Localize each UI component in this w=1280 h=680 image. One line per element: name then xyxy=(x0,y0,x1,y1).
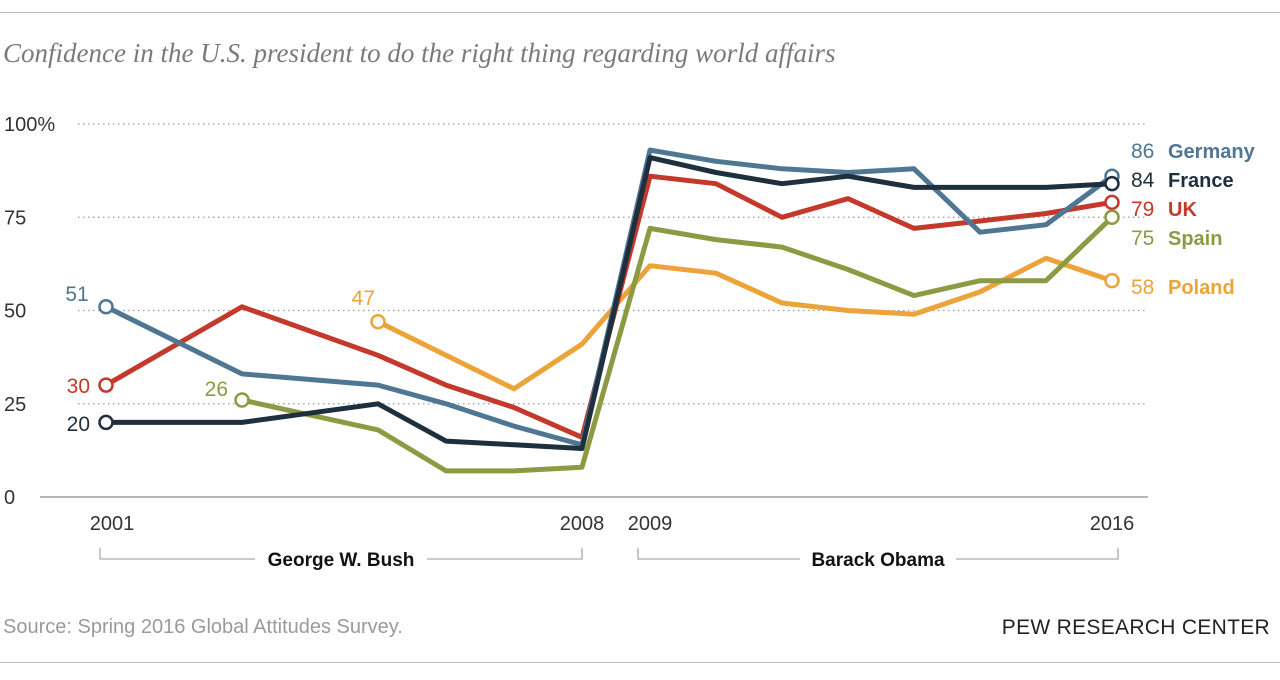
start-value-label: 51 xyxy=(65,283,88,306)
end-marker-spain xyxy=(1104,209,1120,225)
bracket-right xyxy=(956,548,1119,560)
bracket-left xyxy=(637,548,800,560)
y-tick-label: 50 xyxy=(4,301,26,323)
end-value-label: 75 xyxy=(1131,227,1154,250)
start-marker-germany xyxy=(98,299,114,315)
top-rule xyxy=(0,12,1280,13)
start-value-label: 26 xyxy=(205,378,228,401)
y-tick-label: 100% xyxy=(4,114,55,136)
start-value-label: 47 xyxy=(352,287,375,310)
end-marker-poland xyxy=(1104,272,1120,289)
period-label: Barack Obama xyxy=(811,550,945,571)
bracket-left xyxy=(99,548,255,560)
bottom-rule xyxy=(0,662,1280,663)
period-label: George W. Bush xyxy=(268,550,415,571)
series-line-poland xyxy=(375,255,1115,392)
series-name-label: France xyxy=(1168,170,1234,192)
y-tick-label: 0 xyxy=(4,487,15,509)
end-marker-uk xyxy=(1104,194,1120,211)
period-bracket: Barack Obama xyxy=(637,548,1119,571)
brand-label: PEW RESEARCH CENTER xyxy=(1001,616,1270,639)
period-bracket: George W. Bush xyxy=(99,548,583,571)
series-name-label: Spain xyxy=(1168,228,1222,250)
series-name-label: UK xyxy=(1168,199,1197,221)
x-tick-label: 2001 xyxy=(90,513,135,535)
end-marker-france xyxy=(1104,175,1120,192)
source-note: Source: Spring 2016 Global Attitudes Sur… xyxy=(3,616,403,638)
x-tick-label: 2016 xyxy=(1090,513,1135,535)
end-value-label: 79 xyxy=(1131,198,1154,221)
start-value-label: 30 xyxy=(67,375,90,398)
end-value-label: 84 xyxy=(1131,169,1155,192)
start-marker-uk xyxy=(98,377,114,393)
series-line-germany xyxy=(103,147,1115,448)
series-line-spain xyxy=(239,214,1115,474)
y-tick-label: 75 xyxy=(4,207,26,229)
series-name-label: Poland xyxy=(1168,277,1235,299)
x-tick-label: 2008 xyxy=(560,513,605,535)
start-marker-france xyxy=(98,414,114,431)
x-tick-label: 2009 xyxy=(628,513,673,535)
line-chart: 0 25 50 75 100% 2001 2008 2009 2016 George W. Bu… xyxy=(4,114,1256,571)
bracket-right xyxy=(427,548,583,560)
series-name-label: Germany xyxy=(1168,141,1256,163)
chart-title: Confidence in the U.S. president to do t… xyxy=(3,38,836,68)
y-tick-label: 25 xyxy=(4,394,26,416)
start-value-label: 20 xyxy=(67,413,90,436)
end-value-label: 86 xyxy=(1131,140,1154,163)
start-marker-poland xyxy=(370,313,386,330)
start-marker-spain xyxy=(234,392,250,408)
series-line-france xyxy=(103,155,1115,451)
end-value-label: 58 xyxy=(1131,276,1154,299)
